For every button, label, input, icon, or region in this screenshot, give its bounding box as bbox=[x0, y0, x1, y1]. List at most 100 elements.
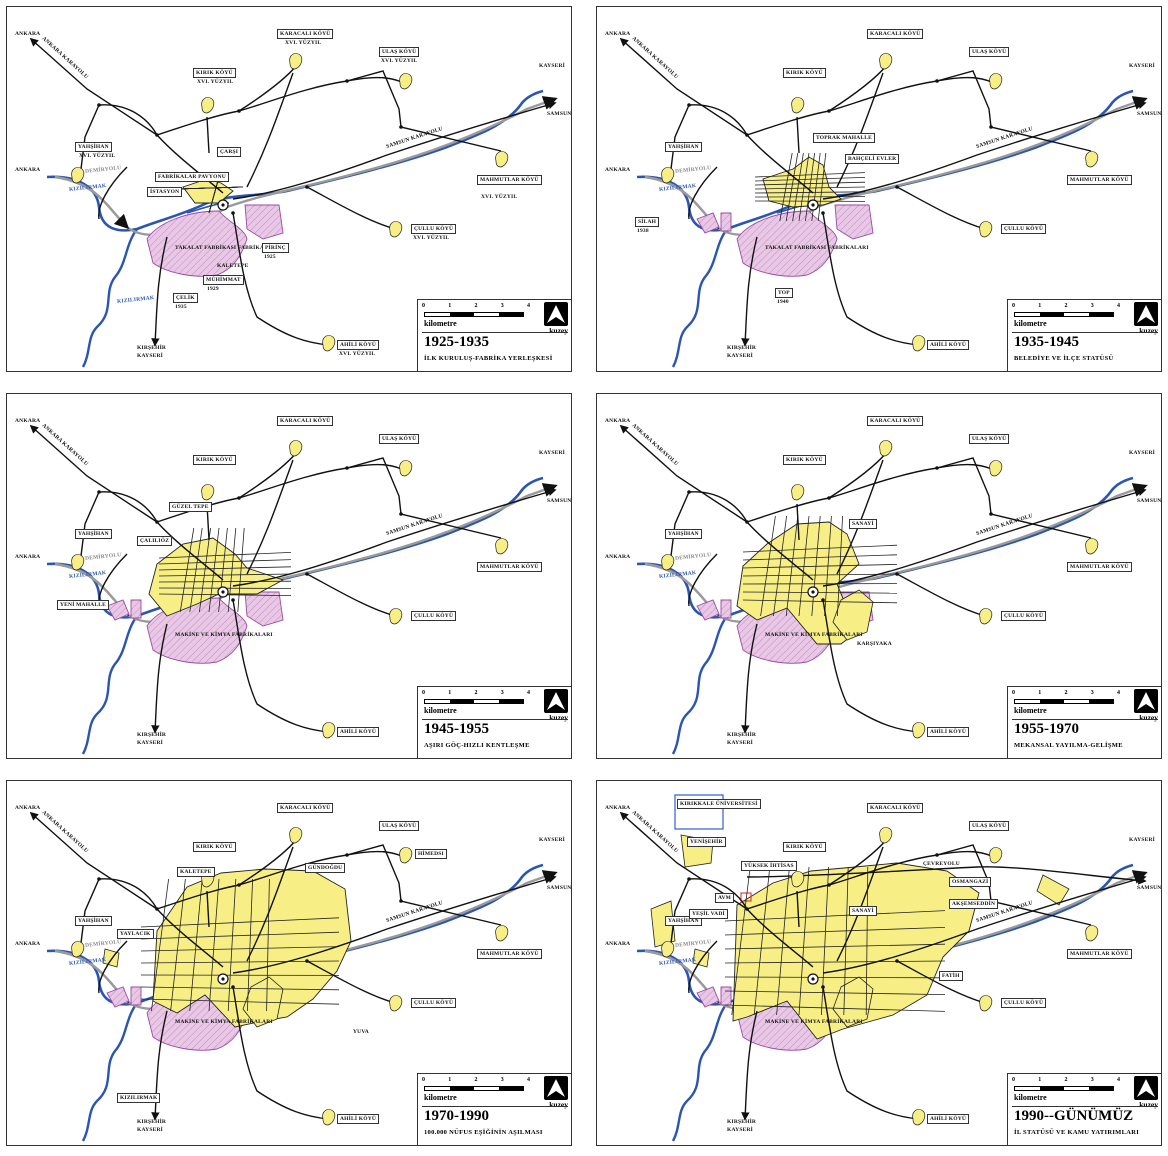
label-samsun: SAMSUN bbox=[547, 498, 572, 504]
scale-tick: 1 bbox=[448, 1077, 452, 1083]
north-arrow-icon bbox=[1134, 302, 1158, 326]
label-kayseri-ne: KAYSERİ bbox=[1129, 837, 1155, 843]
label-ankara-west: ANKARA bbox=[15, 167, 41, 173]
label-kirik: KIRIK KÖYÜ bbox=[783, 68, 826, 78]
label-silah-yr: 1938 bbox=[637, 228, 649, 234]
kirik-village bbox=[201, 97, 215, 114]
period-subtitle: MEKANSAL YAYILMA-GELİŞME bbox=[1014, 742, 1123, 749]
road-network bbox=[619, 811, 1147, 1121]
label-karsiyaka: KARŞIYAKA bbox=[857, 641, 892, 647]
period-subtitle: İLK KURULUŞ-FABRİKA YERLEŞKESİ bbox=[424, 355, 553, 362]
label-yaylacik: YAYLACIK bbox=[117, 929, 154, 939]
label-top: TOP bbox=[775, 288, 793, 298]
label-kaletepe: KALETEPE bbox=[217, 263, 249, 269]
label-fabrika-area: TAKALAT FABRİKASI FABRİKALARI bbox=[765, 245, 869, 251]
scale-bar bbox=[424, 312, 524, 317]
north-arrow-icon bbox=[1134, 689, 1158, 713]
label-yesil-vadi: YEŞİL VADİ bbox=[689, 909, 728, 919]
label-fabrikalar-pavyonu: FABRİKALAR PAVYONU bbox=[155, 172, 229, 182]
brass-factory bbox=[244, 204, 284, 240]
label-kirsehir: KIRŞEHİR bbox=[137, 345, 167, 351]
label-cevreyolu: ÇEVREYOLU bbox=[923, 861, 960, 867]
label-yeni-mahalle: YENİ MAHALLE bbox=[57, 600, 109, 610]
scale-unit: kilometre bbox=[1014, 706, 1047, 715]
kizilirmak-river-south bbox=[671, 228, 728, 368]
north-arrow-icon bbox=[544, 302, 568, 326]
scale-ticks: 0 1 2 3 4 bbox=[422, 690, 530, 696]
label-pirinc: PİRİNÇ bbox=[262, 243, 289, 253]
north-label: kuzey bbox=[549, 1100, 568, 1109]
label-fabrika-area: TAKALAT FABRİKASI FABRİKALARI bbox=[175, 245, 279, 251]
label-yahsihan: YAHŞİHAN bbox=[665, 142, 702, 152]
map-canvas bbox=[29, 811, 558, 1142]
yahsihan-village bbox=[661, 167, 675, 184]
scale-ticks: 0 1 2 3 4 bbox=[1012, 303, 1120, 309]
yahsihan-village bbox=[71, 941, 85, 958]
ahili-village bbox=[912, 722, 926, 739]
label-muhimmat: MÜHİMMAT bbox=[203, 275, 244, 285]
map-panel-3: ANKARA ANKARA KAYSERİ SAMSUN KIRŞEHİR KAYSERİ… bbox=[6, 393, 572, 759]
label-fabrika-area: MAKİNE VE KİMYA FABRİKALARI bbox=[175, 632, 273, 638]
label-ulas: ULAŞ KÖYÜ bbox=[379, 434, 420, 444]
label-samsun: SAMSUN bbox=[1137, 111, 1162, 117]
brass-factory bbox=[244, 591, 284, 627]
label-fabrika-area: MAKİNE VE KİMYA FABRİKALARI bbox=[175, 1019, 273, 1025]
ulas-village bbox=[989, 460, 1003, 477]
label-kirsehir: KIRŞEHİR bbox=[727, 1119, 757, 1125]
label-ankara-west: ANKARA bbox=[15, 554, 41, 560]
scale-unit: kilometre bbox=[424, 706, 457, 715]
label-karacali: KARACALI KÖYÜ bbox=[277, 416, 334, 426]
map-canvas bbox=[619, 37, 1148, 368]
scale-tick: 1 bbox=[1038, 1077, 1042, 1083]
scale-tick: 0 bbox=[1012, 1077, 1015, 1083]
label-ankara-west: ANKARA bbox=[605, 167, 631, 173]
label-cullu: ÇULLU KÖYÜ bbox=[1001, 224, 1047, 234]
label-bahceli: BAHÇELİ EVLER bbox=[845, 154, 900, 164]
label-kirsehir: KIRŞEHİR bbox=[727, 732, 757, 738]
scale-tick: 0 bbox=[1012, 303, 1015, 309]
kizilirmak-river-south bbox=[81, 615, 138, 755]
label-guzeltepe: GÜZEL TEPE bbox=[169, 502, 212, 512]
karacali-village bbox=[289, 53, 303, 70]
label-muhimmat-yr: 1929 bbox=[207, 286, 219, 292]
scale-unit: kilometre bbox=[1014, 319, 1047, 328]
label-cullu: ÇULLU KÖYÜ bbox=[1001, 998, 1047, 1008]
label-samsun: SAMSUN bbox=[547, 885, 572, 891]
period-subtitle: İL STATÜSÜ VE KAMU YATIRIMLARI bbox=[1014, 1129, 1140, 1136]
scale-tick: 3 bbox=[1090, 303, 1094, 309]
mahmutlar-village bbox=[495, 925, 509, 942]
scale-tick: 2 bbox=[474, 690, 478, 696]
label-sanayi: SANAYİ bbox=[849, 519, 877, 529]
ahili-village bbox=[322, 335, 336, 352]
yahsihan-village bbox=[71, 167, 85, 184]
scale-tick: 4 bbox=[1117, 690, 1120, 696]
map-canvas bbox=[29, 37, 558, 368]
label-kirik: KIRIK KÖYÜ bbox=[783, 455, 826, 465]
scale-legend-box: 0 1 2 3 4 kilometre kuzey 1955-1970 MEKANSAL YAY… bbox=[1007, 686, 1161, 758]
label-ankara-top: ANKARA bbox=[605, 31, 631, 37]
scale-bar bbox=[1014, 1086, 1114, 1091]
scale-ticks: 0 1 2 3 4 bbox=[1012, 1077, 1120, 1083]
label-celik: ÇELİK bbox=[173, 293, 198, 303]
label-fatih: FATİH bbox=[939, 971, 963, 981]
scale-legend-box: 0 1 2 3 4 kilometre kuzey 1935-1945 BELEDİYE VE … bbox=[1007, 299, 1161, 371]
map-canvas bbox=[619, 794, 1148, 1142]
scale-bar bbox=[1014, 699, 1114, 704]
kirik-village bbox=[791, 97, 805, 114]
label-karacali: KARACALI KÖYÜ bbox=[277, 803, 334, 813]
label-yahsihan: YAHŞİHAN bbox=[75, 142, 112, 152]
period-title: 1945-1955 bbox=[424, 721, 489, 737]
ahili-village bbox=[322, 722, 336, 739]
kirik-village bbox=[201, 484, 215, 501]
factory-zone bbox=[736, 210, 838, 277]
label-celik-yr: 1935 bbox=[175, 304, 187, 310]
label-ulas-sub: XVI. YÜZYIL bbox=[381, 58, 418, 64]
road-network bbox=[29, 37, 557, 347]
label-fabrika-area: MAKİNE VE KİMYA FABRİKALARI bbox=[765, 632, 863, 638]
label-cullu-sub: XVI. YÜZYIL bbox=[413, 235, 450, 241]
brass-factory bbox=[834, 204, 874, 240]
karacali-village bbox=[289, 440, 303, 457]
label-kayseri-s: KAYSERİ bbox=[727, 1127, 753, 1133]
period-subtitle: AŞIRI GÖÇ-HIZLI KENTLEŞME bbox=[424, 742, 530, 749]
cullu-village bbox=[979, 608, 993, 625]
